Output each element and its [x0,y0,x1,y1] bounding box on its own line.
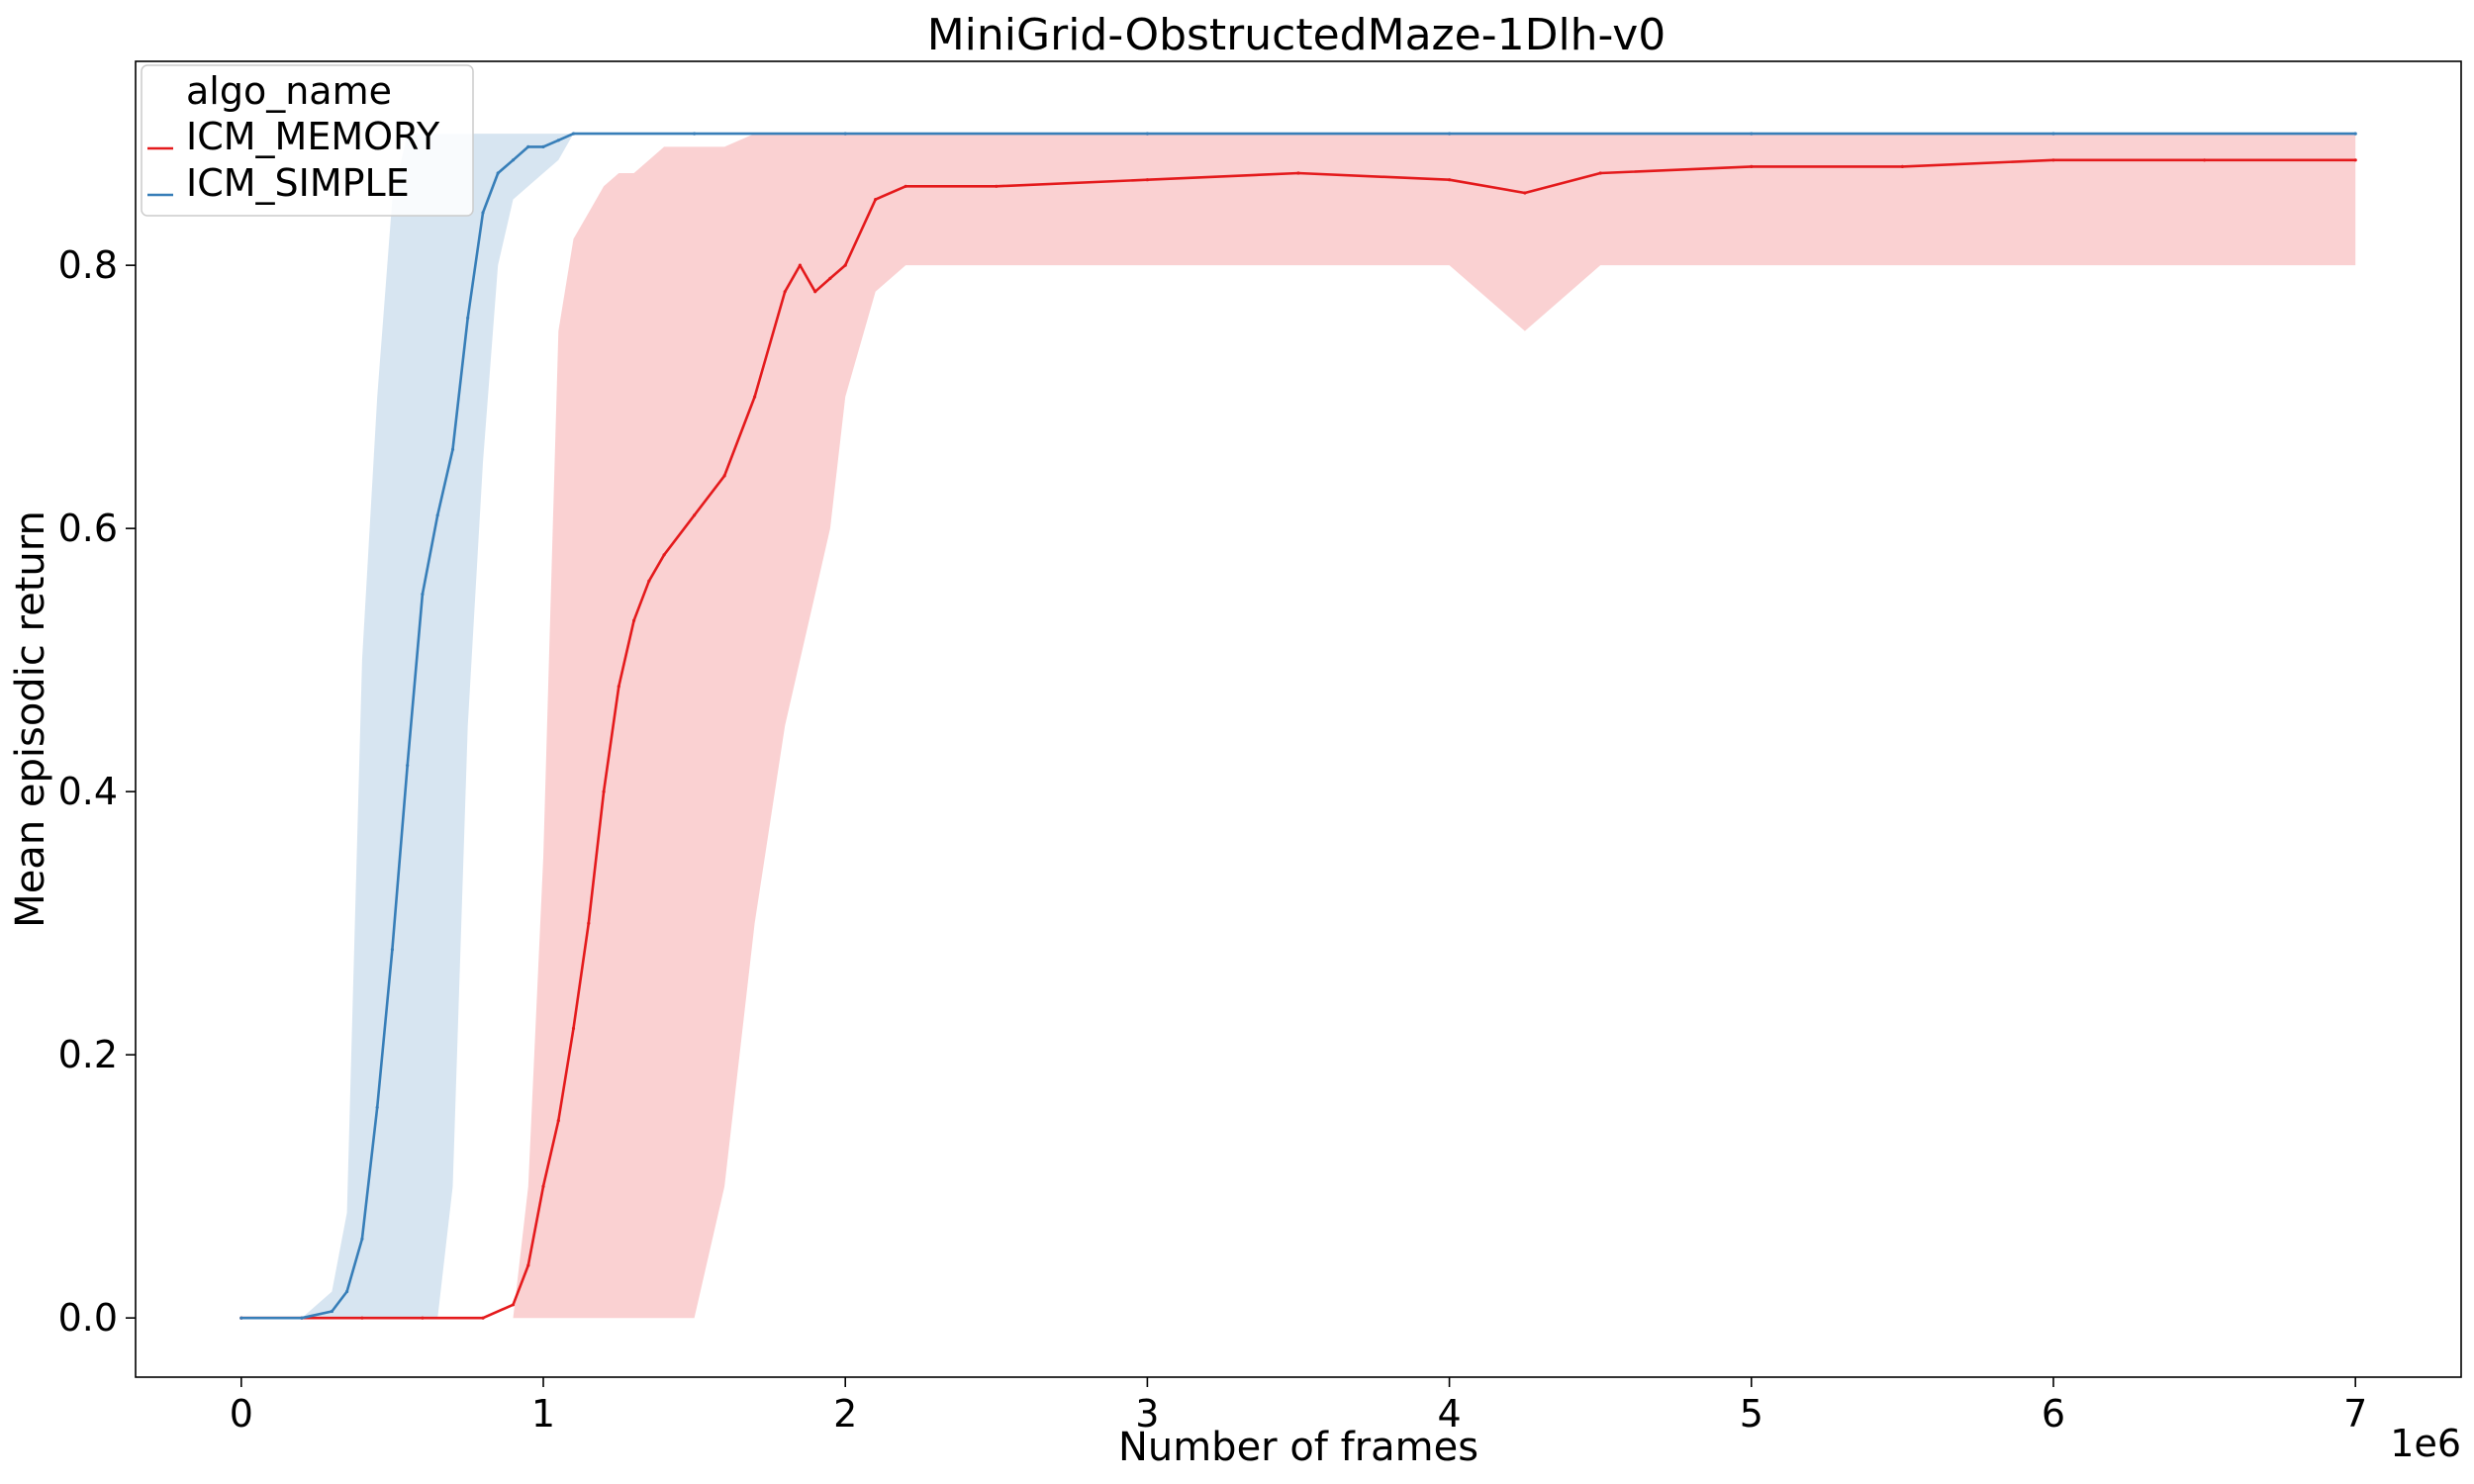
point-icm-memory [632,618,636,622]
point-icm-memory [647,579,651,583]
plot-frame [135,60,2462,1378]
point-icm-memory [1145,178,1149,182]
point-icm-simple [496,171,500,175]
point-icm-memory [1900,164,1904,168]
point-icm-memory [421,1316,425,1320]
confidence-bands [240,134,2356,1319]
point-icm-simple [421,593,425,597]
x-tick-label: 6 [2042,1392,2065,1436]
point-icm-simple [406,764,410,768]
point-icm-memory [587,921,591,925]
chart-title: MiniGrid-ObstructedMaze-1Dlh-v0 [927,10,1666,60]
point-icm-memory [1523,191,1527,195]
legend-title: algo_name [186,69,392,113]
point-icm-simple [375,1105,379,1109]
point-icm-simple [571,132,576,136]
point-icm-simple [360,1237,364,1241]
point-icm-memory [556,1119,560,1123]
x-tick-label: 7 [2343,1392,2367,1436]
legend-label-icm-memory: ICM_MEMORY [186,115,440,158]
y-axis-ticks: 0.0 0.2 0.4 0.6 0.8 [58,243,136,1340]
y-tick-label: 0.4 [58,770,118,813]
y-tick-label: 0.2 [58,1033,118,1076]
point-icm-memory [2203,158,2207,162]
point-icm-memory [541,1184,545,1188]
point-icm-memory [1750,164,1754,168]
point-icm-memory [662,553,666,557]
point-icm-simple [466,316,470,320]
point-icm-simple [1750,132,1754,136]
x-axis-ticks: 0 1 2 3 4 5 6 7 [230,1377,2367,1436]
point-icm-memory [1448,178,1452,182]
point-icm-memory [617,685,620,689]
point-icm-memory [360,1316,364,1320]
legend-box [141,64,474,217]
point-icm-memory [828,276,832,280]
point-icm-memory [1296,171,1300,175]
x-axis-label: Number of frames [1118,1425,1478,1470]
point-icm-memory [798,263,803,267]
point-icm-simple [1145,132,1149,136]
x-axis-offset-text: 1e6 [2390,1422,2461,1465]
series-lines [239,132,2357,1320]
point-icm-memory [571,1026,576,1031]
point-icm-memory [995,184,999,188]
point-icm-simple [481,211,485,215]
point-icm-memory [753,395,757,399]
point-icm-memory [1598,171,1602,175]
point-icm-simple [390,948,394,952]
point-icm-simple [2051,132,2055,136]
point-icm-memory [843,263,847,267]
point-icm-simple [693,132,697,136]
point-icm-memory [2353,158,2357,162]
point-icm-memory [526,1263,530,1267]
band-icm-simple [240,134,2356,1319]
x-tick-label: 5 [1740,1392,1763,1436]
point-icm-memory [783,290,787,294]
x-tick-label: 3 [1135,1392,1159,1436]
point-icm-memory [874,198,878,202]
line-icm-simple [240,132,2356,1320]
x-tick-label: 2 [833,1392,857,1436]
y-tick-label: 0.0 [58,1296,118,1340]
point-icm-simple [450,447,455,451]
point-icm-memory [511,1303,516,1307]
point-icm-simple [435,513,439,517]
y-tick-label: 0.8 [58,243,118,287]
point-icm-simple [526,144,530,148]
y-tick-label: 0.6 [58,507,118,550]
point-icm-memory [722,474,726,478]
point-icm-memory [602,789,606,793]
point-icm-simple [300,1316,304,1320]
band-icm-memory [240,134,2356,1319]
point-icm-simple [2353,132,2357,136]
point-icm-simple [345,1289,349,1294]
point-icm-simple [511,158,516,162]
point-icm-memory [2051,158,2055,162]
point-icm-simple [541,144,545,148]
point-icm-memory [904,184,907,188]
x-tick-label: 0 [230,1392,253,1436]
legend[interactable]: algo_name ICM_MEMORY ICM_SIMPLE [141,64,474,217]
point-icm-simple [1448,132,1452,136]
point-icm-simple [556,139,560,142]
y-axis-label: Mean episodic return [8,510,53,928]
point-icm-memory [481,1316,485,1320]
point-icm-memory [813,290,817,294]
point-icm-memory [693,513,697,517]
point-icm-simple [239,1316,243,1320]
point-icm-simple [843,132,847,136]
x-tick-label: 4 [1438,1392,1462,1436]
point-icm-simple [330,1309,333,1314]
x-tick-label: 1 [531,1392,555,1436]
legend-label-icm-simple: ICM_SIMPLE [186,161,410,205]
